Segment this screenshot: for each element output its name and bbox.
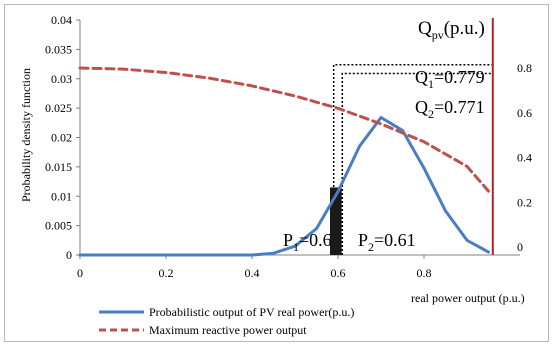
right-tick-label: 0.8 [517,61,532,75]
annotation-p1-sub: 1 [293,240,299,254]
legend-label-pdf: Probabilistic output of PV real power(p.… [149,305,354,319]
annotation-q2-value: =0.771 [434,97,485,117]
right-axis-label-sub: pv [432,28,444,42]
chart-border [4,4,549,342]
annotation-q1-prefix: Q [415,67,428,87]
legend-label-reactive: Maximum reactive power output [149,323,307,337]
annotation-p2: P2=0.61 [358,230,416,254]
series-line-pdf [78,116,490,257]
right-axis-label-unit: (p.u.) [444,18,485,39]
right-axis-label-q: Q [418,18,432,39]
annotation-p2-sub: 2 [368,240,374,254]
y-tick-label: 0.01 [51,189,72,203]
annotation-q2-sub: 2 [428,107,434,121]
probability-bar [330,187,342,255]
x-axis-label: real power output (p.u.) [411,291,525,305]
annotation-q1-value: =0.779 [434,67,485,87]
x-tick-label: 0 [77,266,83,280]
y-tick-label: 0.02 [51,131,72,145]
right-axis-label: Qpv(p.u.) [418,18,485,42]
legend: Probabilistic output of PV real power(p.… [99,305,354,337]
annotation-p1-value: =0.6 [299,230,332,250]
y-tick-label: 0.005 [45,219,72,233]
x-tick-label: 0.8 [417,266,432,280]
right-tick-label: 0 [517,240,523,254]
reference-line-q1 [332,63,493,255]
y-tick-label: 0 [66,248,72,262]
right-tick-label: 0.6 [517,106,532,120]
x-tick-label: 0.6 [331,266,346,280]
annotation-q2: Q2=0.771 [415,97,485,121]
annotation-p2-prefix: P [358,230,368,250]
annotation-p1-prefix: P [283,230,293,250]
y-tick-label: 0.035 [45,42,72,56]
tick-labels: 0 0.005 0.01 0.015 0.02 0.025 0.03 0.035 0.04 0 0.… [45,13,532,280]
annotation-q1-sub: 1 [428,77,434,91]
y-tick-label: 0.03 [51,72,72,86]
annotation-q2-prefix: Q [415,97,428,117]
annotation-q1: Q1=0.779 [415,67,485,91]
annotation-p1: P1=0.6 [283,230,332,254]
y-tick-label: 0.025 [45,101,72,115]
right-tick-label: 0.4 [517,151,532,165]
y-tick-label: 0.04 [51,13,72,27]
reference-lines [332,63,493,255]
x-tick-label: 0.2 [159,266,174,280]
reference-line-q2 [341,72,493,255]
annotation-p2-value: =0.61 [374,230,416,250]
y-tick-label: 0.015 [45,160,72,174]
right-tick-label: 0.2 [517,195,532,209]
y-axis-label: Probability density function [19,68,33,202]
series-line-reactive-power [78,66,490,193]
x-tick-label: 0.4 [245,266,260,280]
chart-marks [78,18,494,257]
